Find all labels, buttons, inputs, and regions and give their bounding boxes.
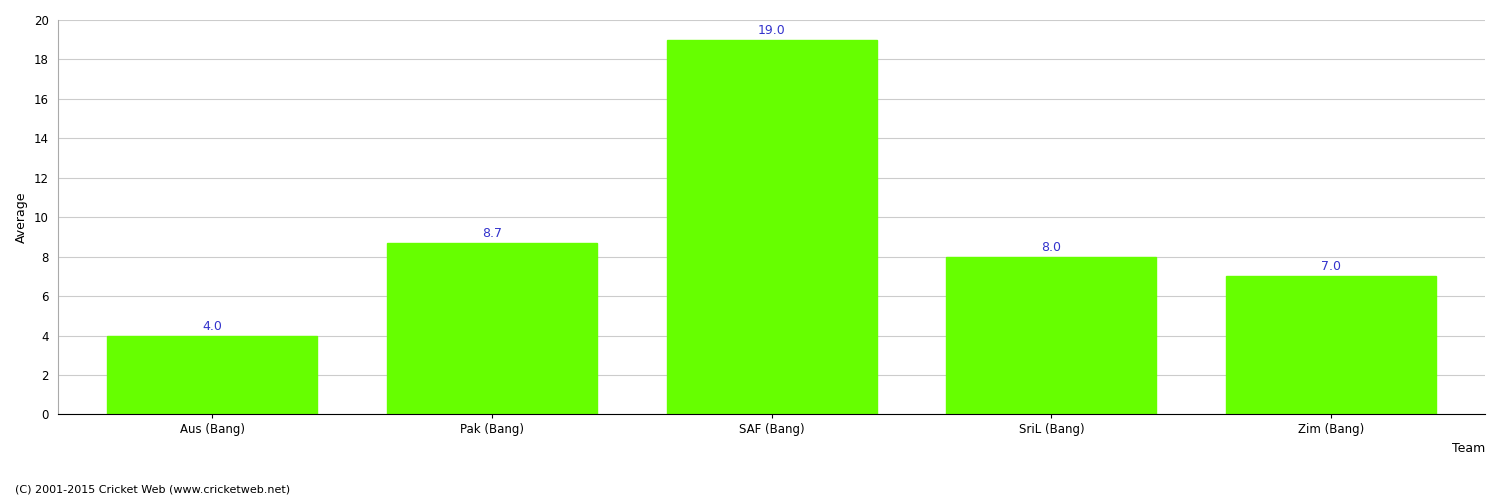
Bar <box>387 243 597 414</box>
Text: 8.7: 8.7 <box>482 227 502 240</box>
Text: 8.0: 8.0 <box>1041 240 1062 254</box>
Bar <box>946 256 1156 414</box>
Bar <box>106 336 316 414</box>
Text: 4.0: 4.0 <box>202 320 222 332</box>
X-axis label: Team: Team <box>1452 442 1485 455</box>
Text: 19.0: 19.0 <box>758 24 786 37</box>
Y-axis label: Average: Average <box>15 192 28 243</box>
Bar <box>666 40 876 414</box>
Bar <box>1226 276 1436 414</box>
Text: 7.0: 7.0 <box>1322 260 1341 274</box>
Text: (C) 2001-2015 Cricket Web (www.cricketweb.net): (C) 2001-2015 Cricket Web (www.cricketwe… <box>15 485 290 495</box>
